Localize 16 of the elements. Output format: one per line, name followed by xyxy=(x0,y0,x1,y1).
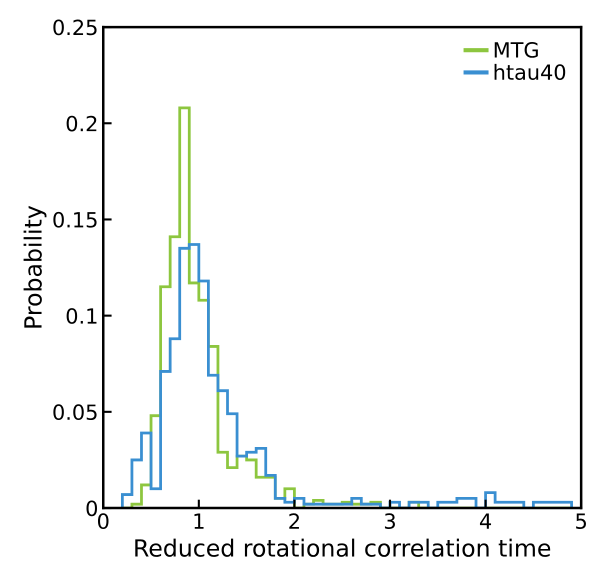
y-tick-label: 0.1 xyxy=(66,308,96,324)
x-axis-title: Reduced rotational correlation time xyxy=(135,538,550,557)
x-tick-label: 1 xyxy=(194,514,204,529)
legend-label: MTG xyxy=(494,42,538,58)
y-axis-title: Probability xyxy=(24,206,46,328)
x-tick-label: 4 xyxy=(480,514,492,529)
x-tick-label: 3 xyxy=(384,513,395,530)
x-tick-label: 2 xyxy=(289,513,299,529)
y-tick-label: 0 xyxy=(86,500,98,516)
y-tick-label: 0.15 xyxy=(53,212,97,228)
legend-label: htau40 xyxy=(494,64,566,80)
x-tick-label: 5 xyxy=(576,514,586,530)
x-tick-label: 0 xyxy=(98,513,108,530)
y-tick-label: 0.05 xyxy=(53,404,97,420)
y-tick-label: 0.25 xyxy=(53,20,97,36)
y-tick-label: 0.2 xyxy=(66,116,96,132)
